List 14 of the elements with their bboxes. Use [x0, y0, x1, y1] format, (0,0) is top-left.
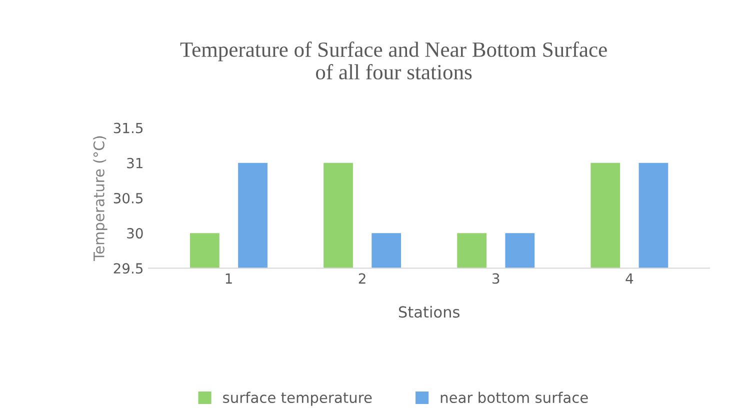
x-tick-label: 4 [626, 273, 634, 284]
legend-label: near bottom surface [440, 392, 588, 404]
y-tick-label: 30.5 [114, 192, 143, 204]
x-axis-title: Stations [398, 306, 460, 318]
y-tick-label: 31.5 [114, 122, 143, 134]
legend-label: surface temperature [223, 392, 372, 406]
x-tick-label: 3 [492, 273, 500, 284]
x-tick-label: 1 [226, 273, 232, 284]
y-tick-label: 31 [127, 158, 142, 168]
chart-title: Temperature of Surface and Near Bottom Surface of all four stations [180, 42, 607, 80]
y-tick-label: 30 [127, 228, 143, 239]
y-axis-title: Temperature (°C) [93, 136, 108, 261]
y-tick-label: 29.5 [114, 263, 143, 274]
x-tick-label: 2 [358, 273, 366, 284]
